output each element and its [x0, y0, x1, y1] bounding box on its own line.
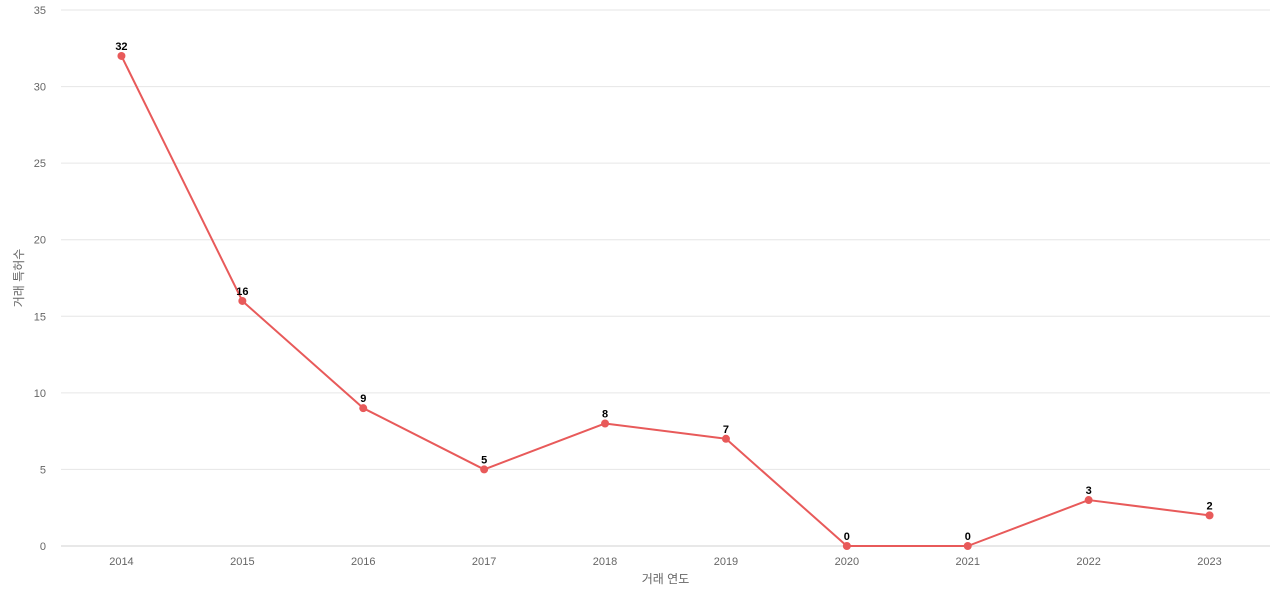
x-tick-label: 2021 [956, 556, 980, 568]
y-tick-label: 5 [40, 464, 46, 476]
data-label: 0 [844, 531, 850, 543]
y-axis-title: 거래 특허수 [12, 249, 26, 308]
y-tick-label: 35 [34, 5, 46, 17]
x-tick-label: 2018 [593, 556, 617, 568]
series-group [117, 51, 1214, 550]
y-tick-label: 20 [34, 235, 46, 247]
data-point[interactable] [963, 542, 972, 550]
data-label: 7 [723, 424, 729, 436]
data-point[interactable] [480, 465, 489, 474]
data-point[interactable] [1205, 511, 1214, 520]
y-axis-ticks: 0 5 10 15 20 25 30 35 [34, 5, 46, 553]
y-tick-label: 10 [34, 388, 46, 400]
x-axis-ticks: 2014 2015 2016 2017 2018 2019 2020 2021 2022 2023 [109, 556, 1222, 568]
x-tick-label: 2022 [1076, 556, 1100, 568]
x-tick-label: 2015 [230, 556, 254, 568]
x-tick-label: 2014 [109, 556, 133, 568]
x-tick-label: 2023 [1197, 556, 1221, 568]
data-label: 5 [481, 454, 487, 466]
data-label: 8 [602, 408, 608, 420]
data-point[interactable] [842, 542, 851, 550]
x-tick-label: 2020 [835, 556, 859, 568]
x-axis-title: 거래 연도 [642, 572, 690, 586]
x-tick-label: 2016 [351, 556, 375, 568]
y-tick-label: 30 [34, 82, 46, 94]
x-tick-label: 2019 [714, 556, 738, 568]
data-label: 0 [965, 531, 971, 543]
x-tick-label: 2017 [472, 556, 496, 568]
data-label: 32 [115, 41, 127, 53]
data-point[interactable] [117, 51, 126, 60]
data-label: 2 [1206, 500, 1212, 512]
y-tick-label: 15 [34, 311, 46, 323]
data-label: 16 [236, 286, 248, 298]
data-point[interactable] [359, 404, 368, 413]
data-point[interactable] [721, 434, 730, 443]
data-point[interactable] [238, 296, 247, 305]
data-label: 9 [360, 393, 366, 405]
y-tick-label: 0 [40, 541, 46, 553]
series-line [120, 55, 1210, 547]
data-point[interactable] [1084, 496, 1093, 505]
data-label: 3 [1086, 485, 1092, 497]
y-tick-label: 25 [34, 158, 46, 170]
grid [61, 9, 1270, 547]
data-point[interactable] [601, 419, 610, 428]
